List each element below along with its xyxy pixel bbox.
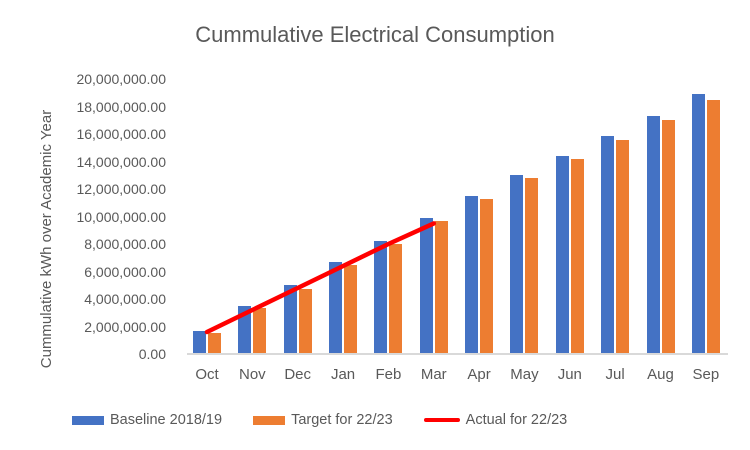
bar-target-mar xyxy=(434,220,448,354)
bar-target-jan xyxy=(344,264,358,354)
y-tick-label: 4,000,000.00 xyxy=(84,291,166,307)
legend-item-actual: Actual for 22/23 xyxy=(423,412,568,428)
bar-baseline-oct xyxy=(193,330,206,354)
y-tick-label: 14,000,000.00 xyxy=(76,153,166,170)
bar-target-aug xyxy=(661,120,675,354)
legend-label: Target for 22/23 xyxy=(291,412,393,428)
legend-label: Baseline 2018/19 xyxy=(110,412,223,428)
bar-baseline-feb xyxy=(374,240,388,354)
legend-item-baseline: Baseline 2018/19 xyxy=(72,412,222,428)
y-tick-label: 8,000,000.00 xyxy=(84,236,166,252)
x-tick-label-jul: Jul xyxy=(605,366,625,383)
bar-target-oct xyxy=(208,333,221,354)
bar-baseline-dec xyxy=(283,285,297,354)
y-tick-label: 2,000,000.00 xyxy=(84,318,166,335)
x-tick-label-jun: Jun xyxy=(557,366,582,383)
y-tick-label: 10,000,000.00 xyxy=(76,208,166,225)
x-tick-label-oct: Oct xyxy=(195,366,219,383)
bar-baseline-aug xyxy=(646,116,660,354)
bar-target-dec xyxy=(298,288,312,354)
bar-target-sep xyxy=(706,99,720,354)
bar-target-jul xyxy=(616,139,630,354)
bar-baseline-may xyxy=(510,175,524,354)
bar-target-nov xyxy=(253,307,267,354)
legend: Baseline 2018/19 Target for 22/23 Actual f… xyxy=(72,409,567,431)
y-tick-label: 6,000,000.00 xyxy=(84,263,166,280)
bar-target-may xyxy=(525,178,539,354)
bar-target-feb xyxy=(389,244,403,354)
y-tick-label: 20,000,000.00 xyxy=(76,71,166,87)
bar-target-jun xyxy=(570,159,584,354)
legend-swatch-icon xyxy=(423,418,460,422)
y-tick-label: 12,000,000.00 xyxy=(76,181,166,197)
x-axis-line xyxy=(187,353,728,355)
bar-baseline-mar xyxy=(419,217,433,354)
x-tick-label-aug: Aug xyxy=(647,366,674,383)
bar-baseline-apr xyxy=(465,195,479,354)
bar-baseline-jun xyxy=(555,156,569,354)
chart-title: Cummulative Electrical Consumption xyxy=(195,22,555,47)
bar-baseline-sep xyxy=(691,94,705,354)
x-tick-label-apr: Apr xyxy=(467,366,491,383)
bar-baseline-nov xyxy=(238,305,252,354)
legend-swatch-icon xyxy=(72,415,104,425)
x-tick-label-feb: Feb xyxy=(375,366,402,383)
x-tick-label-may: May xyxy=(510,366,539,383)
bar-target-apr xyxy=(480,198,494,354)
legend-swatch-icon xyxy=(253,415,286,425)
y-tick-label: 16,000,000.00 xyxy=(76,126,166,142)
y-tick-label: 0.00 xyxy=(138,346,166,362)
x-tick-label-nov: Nov xyxy=(239,366,266,383)
legend-label: Actual for 22/23 xyxy=(465,412,568,428)
x-tick-label-dec: Dec xyxy=(284,366,312,383)
y-tick-label: 18,000,000.00 xyxy=(76,98,166,115)
bar-baseline-jul xyxy=(601,136,615,354)
x-tick-label-sep: Sep xyxy=(692,366,720,383)
x-tick-label-mar: Mar xyxy=(420,366,447,383)
bar-baseline-jan xyxy=(329,261,343,354)
legend-item-target: Target for 22/23 xyxy=(253,412,393,428)
x-tick-label-jan: Jan xyxy=(330,366,356,383)
